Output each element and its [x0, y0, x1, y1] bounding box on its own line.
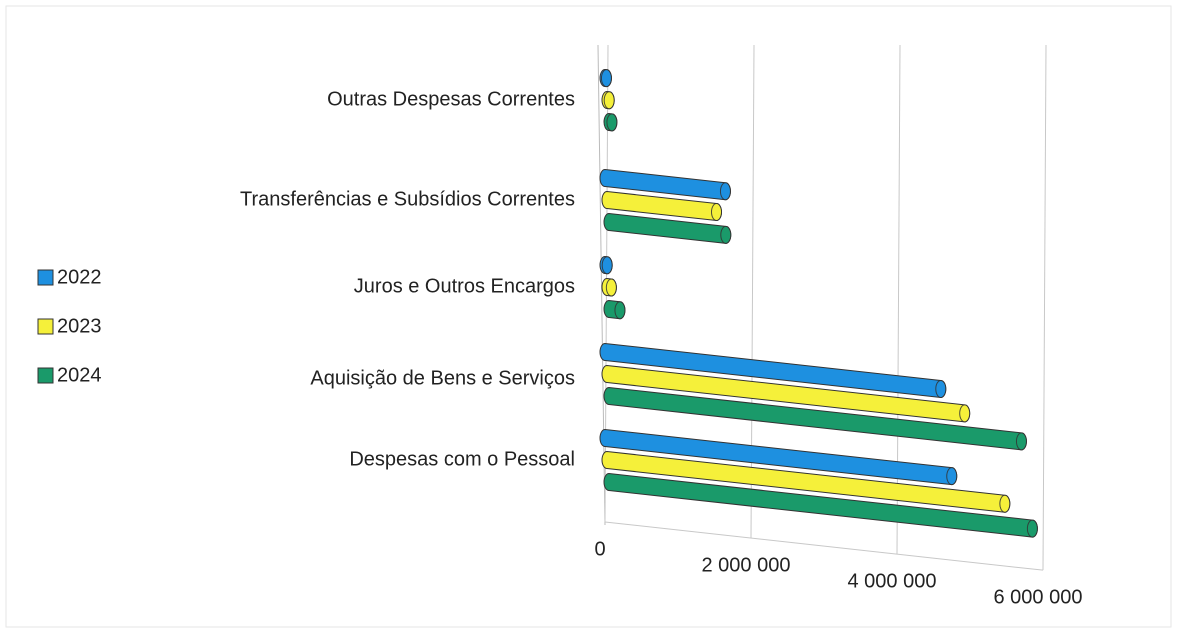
bar-cap — [946, 467, 958, 486]
x-tick-label: 4 000 000 — [848, 570, 937, 592]
bar-cap — [606, 113, 618, 132]
bar-cap — [601, 256, 613, 275]
category-label: Aquisição de Bens e Serviços — [310, 367, 575, 389]
legend-label: 2023 — [57, 315, 102, 337]
bar-cap — [1015, 432, 1027, 451]
bar-cap — [719, 182, 731, 201]
frame — [5, 5, 1172, 628]
bar-cap — [605, 278, 617, 297]
category-label: Outras Despesas Correntes — [327, 88, 575, 110]
bar-cap — [1026, 519, 1038, 538]
bar-cap — [711, 203, 722, 222]
bar-cap — [603, 91, 615, 110]
category-label: Transferências e Subsídios Correntes — [240, 188, 575, 210]
bar-cap — [720, 225, 732, 244]
bar-cap — [600, 69, 612, 88]
x-tick-label: 6 000 000 — [994, 586, 1083, 608]
x-tick-label: 2 000 000 — [702, 554, 791, 576]
grid-line — [1042, 44, 1047, 571]
legend-label: 2024 — [57, 364, 102, 386]
legend-swatch — [37, 269, 54, 286]
x-axis — [604, 521, 1044, 571]
category-label: Juros e Outros Encargos — [354, 275, 575, 297]
grid-line — [750, 44, 755, 539]
bar-cap — [959, 404, 971, 423]
bar-cap — [614, 301, 626, 320]
category-label: Despesas com o Pessoal — [349, 448, 575, 470]
legend-swatch — [37, 318, 54, 335]
bar-cap — [935, 379, 947, 398]
bar-cap — [999, 494, 1011, 513]
legend-label: 2022 — [57, 266, 102, 288]
legend-swatch — [37, 367, 54, 384]
x-tick-label: 0 — [594, 538, 605, 560]
